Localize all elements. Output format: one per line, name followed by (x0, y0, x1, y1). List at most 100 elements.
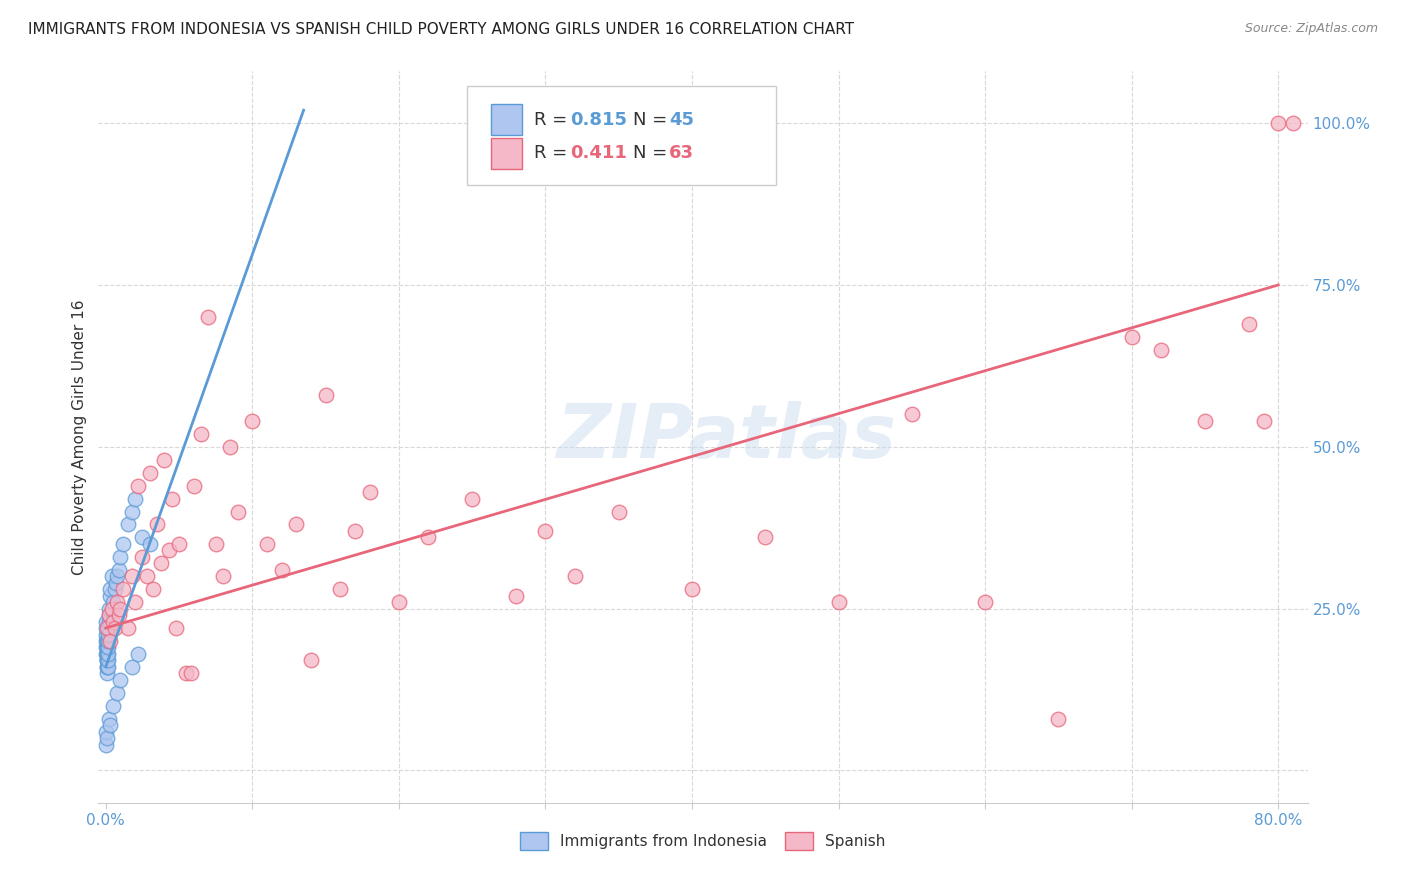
Point (256, 537, 278, 551)
Point (176, 666, 198, 681)
Point (1150, 343, 1173, 357)
Point (226, 504, 249, 518)
Text: 0.815: 0.815 (569, 111, 627, 128)
Point (131, 530, 153, 544)
Point (112, 582, 135, 597)
Point (505, 589, 527, 603)
FancyBboxPatch shape (492, 138, 522, 169)
Point (131, 549, 153, 564)
Point (974, 595, 997, 609)
Point (204, 537, 226, 551)
Point (165, 621, 187, 635)
Text: N =: N = (633, 145, 673, 162)
Point (1267, 116, 1289, 130)
Point (117, 517, 139, 532)
Text: R =: R = (534, 111, 572, 128)
Point (103, 621, 125, 635)
Point (96, 653, 118, 667)
Point (96, 653, 118, 667)
Point (160, 491, 183, 506)
Point (117, 621, 139, 635)
Point (96, 647, 118, 661)
Point (94, 738, 117, 752)
Point (96, 640, 118, 655)
Point (124, 491, 146, 506)
Text: R =: R = (534, 145, 572, 162)
Text: 45: 45 (669, 111, 695, 128)
Point (96, 634, 118, 648)
Point (107, 686, 129, 700)
Point (121, 660, 143, 674)
Point (96, 724, 118, 739)
Point (97, 647, 120, 661)
Point (97, 653, 120, 667)
Text: N =: N = (633, 111, 673, 128)
Point (96, 615, 118, 629)
Text: 63: 63 (669, 145, 695, 162)
Point (110, 549, 132, 564)
Point (103, 582, 125, 597)
Point (901, 408, 924, 422)
Point (96, 653, 118, 667)
Point (127, 647, 149, 661)
Point (153, 452, 176, 467)
Point (112, 537, 135, 551)
Point (1282, 116, 1305, 130)
Point (98, 634, 121, 648)
Point (101, 595, 124, 609)
Point (96, 660, 118, 674)
Point (754, 530, 776, 544)
Point (98, 589, 121, 603)
Point (534, 524, 557, 538)
Point (564, 569, 586, 583)
Text: Source: ZipAtlas.com: Source: ZipAtlas.com (1244, 22, 1378, 36)
Point (827, 595, 849, 609)
Point (138, 466, 160, 480)
Point (681, 582, 703, 597)
Point (101, 698, 124, 713)
Point (105, 575, 128, 590)
Point (121, 504, 143, 518)
Text: IMMIGRANTS FROM INDONESIA VS SPANISH CHILD POVERTY AMONG GIRLS UNDER 16 CORRELAT: IMMIGRANTS FROM INDONESIA VS SPANISH CHI… (28, 22, 855, 37)
Point (97, 608, 120, 623)
Point (1121, 330, 1143, 344)
Point (97, 712, 120, 726)
Point (96, 640, 118, 655)
Point (183, 478, 205, 492)
Point (388, 595, 411, 609)
Point (96, 634, 118, 648)
Point (97, 627, 120, 641)
Point (96, 640, 118, 655)
Point (108, 608, 131, 623)
Point (110, 601, 132, 615)
Point (461, 491, 484, 506)
Point (96, 731, 118, 745)
Point (219, 440, 242, 454)
Point (285, 517, 308, 532)
Text: ZIPatlas: ZIPatlas (557, 401, 897, 474)
Point (142, 582, 165, 597)
Point (150, 557, 173, 571)
Point (107, 569, 129, 583)
Text: 0.411: 0.411 (569, 145, 627, 162)
Point (138, 537, 160, 551)
Point (270, 563, 292, 577)
Point (97, 640, 120, 655)
Point (97, 615, 120, 629)
Point (343, 524, 366, 538)
Point (96, 621, 118, 635)
Point (299, 653, 322, 667)
Point (121, 569, 143, 583)
Point (1237, 317, 1260, 331)
Point (110, 673, 132, 687)
Point (100, 569, 122, 583)
Point (329, 582, 352, 597)
Point (96, 621, 118, 635)
Point (157, 543, 180, 558)
Point (108, 563, 131, 577)
Point (315, 388, 337, 402)
Point (94, 647, 117, 661)
Legend: Immigrants from Indonesia, Spanish: Immigrants from Indonesia, Spanish (513, 824, 893, 857)
Point (96, 666, 118, 681)
Point (135, 569, 157, 583)
